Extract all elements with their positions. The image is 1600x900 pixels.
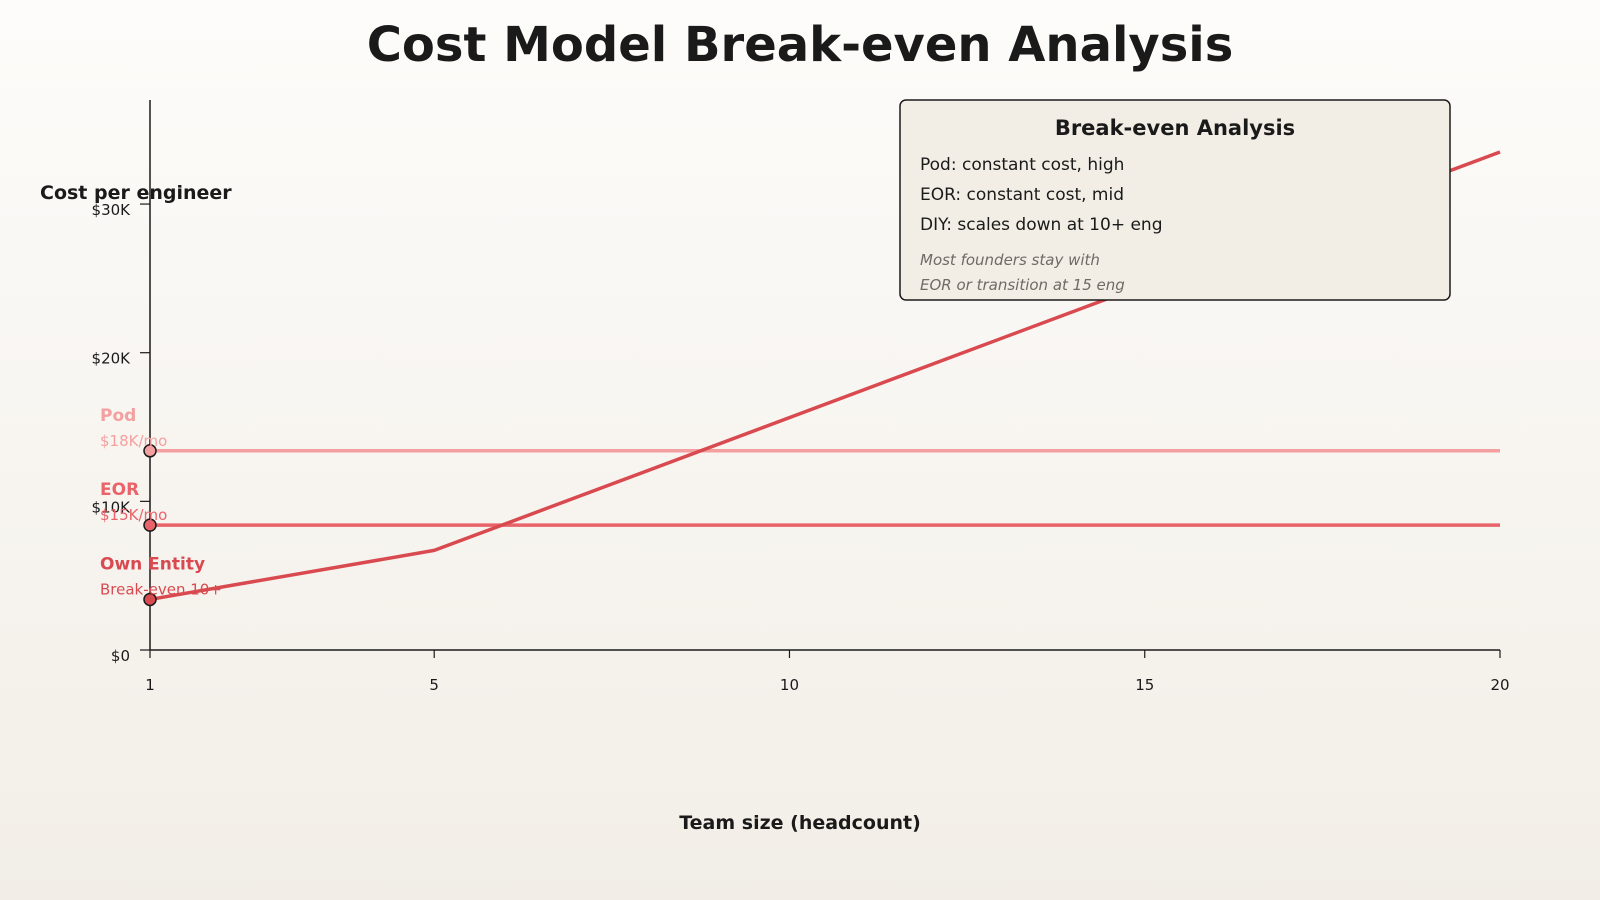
y-ticks: $0 $10K $20K $30K [92,201,150,665]
series-note-eor: $15K/mo [100,506,167,524]
legend-line-pod: Pod: constant cost, high [920,155,1124,175]
series-name-pod: Pod [100,406,136,426]
x-axis-title: Team size (headcount) [679,812,921,834]
x-tick-label: 20 [1490,676,1509,694]
axes [149,100,1500,651]
series-marker-own-entity [143,592,157,607]
legend-heading: Break-even Analysis [1055,116,1295,140]
series-marker-pod [143,444,157,458]
x-tick-label: 5 [429,676,439,694]
y-tick-label: $20K [92,350,132,368]
series-name-own-entity: Own Entity [100,554,205,574]
series-marker-eor [143,518,157,532]
y-tick-label: $0 [111,647,130,665]
series-labels: Pod $18K/mo EOR $15K/mo Own Entity Break-even… [100,406,222,599]
series-note-own-entity: Break-even 10+ [100,580,222,598]
y-axis-title: Cost per engineer [40,182,232,204]
series-note-pod: $18K/mo [100,432,167,450]
y-tick-label: $10K [92,498,132,516]
legend-note-1: Most founders stay with [920,251,1100,269]
series-name-eor: EOR [100,480,139,500]
x-tick-label: 1 [145,676,155,694]
legend-note-2: EOR or transition at 15 eng [920,276,1125,294]
series-markers [143,444,157,607]
x-ticks: 1 5 10 15 20 [145,650,1510,694]
legend-line-eor: EOR: constant cost, mid [920,185,1124,205]
chart-title: Cost Model Break-even Analysis [367,17,1234,73]
legend-box: Break-even Analysis Pod: constant cost, … [899,99,1451,301]
legend-line-diy: DIY: scales down at 10+ eng [920,215,1163,235]
legend-box-frame [899,99,1451,301]
y-tick-label: $30K [92,201,132,219]
x-tick-label: 10 [780,676,799,694]
x-tick-label: 15 [1135,676,1154,694]
